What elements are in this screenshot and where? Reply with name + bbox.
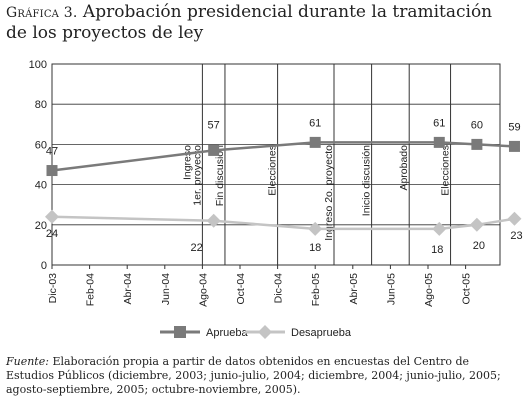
- x-tick-label: Feb-05: [310, 273, 322, 306]
- legend-label: Desaprueba: [291, 327, 352, 339]
- legend-marker: [174, 326, 186, 338]
- x-tick-label: Abr-04: [122, 273, 134, 305]
- plot-frame: [51, 63, 501, 266]
- data-label-aprueba: 60: [471, 119, 483, 131]
- data-label-desaprueba: 18: [431, 244, 443, 256]
- y-tick-label: 100: [29, 59, 47, 71]
- source-text: Elaboración propia a partir de datos obt…: [6, 355, 501, 396]
- data-point-aprueba: [309, 136, 321, 148]
- data-label-desaprueba: 23: [510, 230, 522, 242]
- annotation-label: Fin discusión: [214, 145, 226, 206]
- annotation-label: Elecciones: [267, 145, 279, 196]
- annotation-label: Inicio discusión: [361, 145, 373, 216]
- y-tick-label: 60: [35, 139, 47, 151]
- data-point-desaprueba: [45, 209, 59, 224]
- data-point-desaprueba: [469, 217, 484, 232]
- y-tick-label: 0: [41, 260, 47, 272]
- data-label-desaprueba: 18: [309, 242, 321, 254]
- data-label-aprueba: 47: [46, 146, 58, 158]
- x-tick-label: Ago-05: [423, 273, 435, 307]
- data-label-aprueba: 57: [208, 119, 220, 131]
- data-point-desaprueba: [206, 213, 221, 228]
- x-tick-label: Abr-05: [348, 273, 360, 305]
- figure-title: Aprobación presidencial durante la trami…: [6, 2, 493, 43]
- x-tick-label: Dic-04: [273, 273, 285, 304]
- legend-marker: [258, 325, 272, 339]
- x-tick-label: Jun-05: [385, 273, 397, 305]
- chart-title: Gráfica 3. Aprobación presidencial duran…: [6, 2, 518, 43]
- annotation-label: 1er. proyecto: [191, 145, 203, 206]
- data-point-aprueba: [508, 140, 520, 152]
- x-tick-label: Feb-04: [85, 273, 97, 306]
- y-tick-label: 20: [35, 220, 47, 232]
- y-tick-label: 40: [35, 180, 47, 192]
- annotation-label: Ingreso 2o. proyecto: [323, 145, 335, 241]
- series-line-desaprueba: [51, 215, 515, 231]
- x-tick-label: Ago-04: [197, 273, 209, 307]
- y-tick-label: 80: [35, 99, 47, 111]
- data-point-desaprueba: [507, 211, 522, 226]
- source-note: Fuente: Elaboración propia a partir de d…: [6, 355, 520, 397]
- x-tick-label: Dic-03: [47, 273, 59, 304]
- legend-label: Aprueba: [206, 327, 248, 339]
- data-point-aprueba: [46, 165, 58, 177]
- data-label-aprueba: 61: [309, 117, 321, 129]
- data-point-aprueba: [433, 136, 445, 148]
- figure-label: Gráfica 3.: [6, 5, 78, 21]
- series-line-aprueba: [51, 141, 515, 172]
- source-lead: Fuente:: [6, 355, 49, 368]
- data-point-aprueba: [208, 144, 220, 156]
- x-tick-label: Oct-04: [235, 273, 247, 305]
- data-point-aprueba: [471, 138, 483, 150]
- data-point-desaprueba: [432, 221, 447, 236]
- annotation-label: Aprobado: [398, 145, 410, 191]
- data-label-desaprueba: 24: [46, 228, 58, 240]
- data-label-desaprueba: 20: [473, 240, 485, 252]
- data-label-desaprueba: 22: [191, 242, 203, 254]
- data-label-aprueba: 61: [433, 117, 445, 129]
- annotation-label: Elecciones: [440, 145, 452, 196]
- data-label-aprueba: 59: [508, 121, 520, 133]
- x-tick-label: Oct-05: [461, 273, 473, 305]
- line-chart: 0 20 40 60 80 100 Dic-03 Feb-04 Abr-04 Jun-04 Ago-…: [29, 59, 523, 339]
- data-point-desaprueba: [308, 221, 323, 236]
- x-tick-label: Jun-04: [160, 273, 172, 305]
